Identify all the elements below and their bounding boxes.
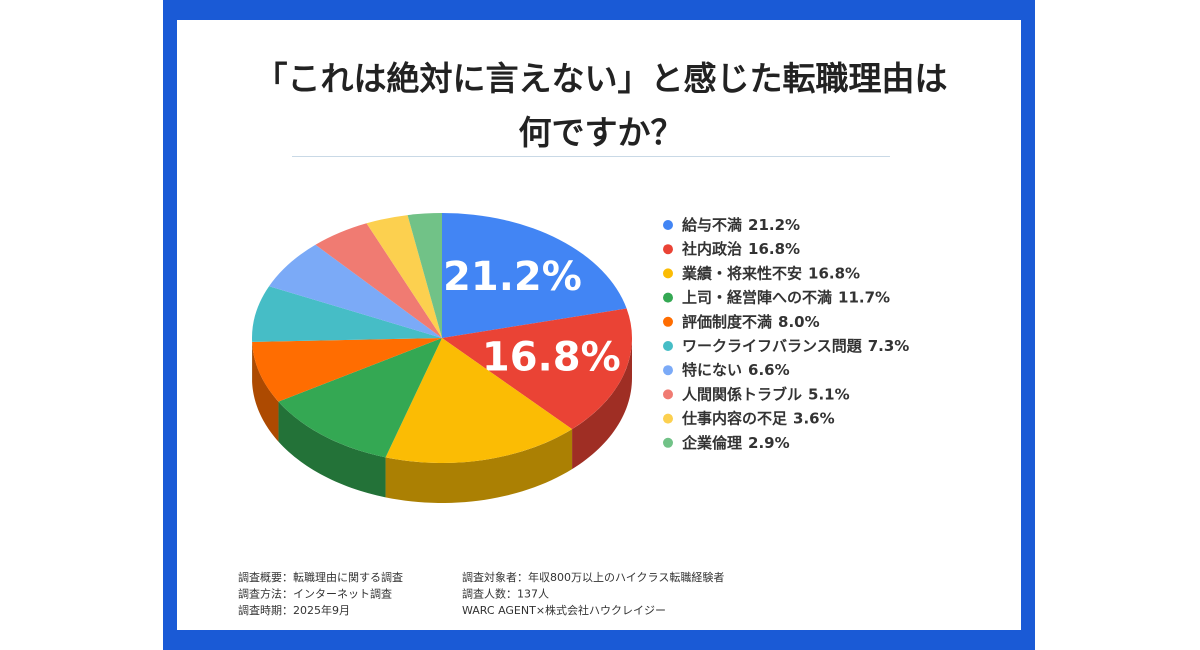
legend-label: 上司・経営陣への不満 11.7% (682, 288, 890, 306)
legend-name: 評価制度不満 (682, 312, 772, 330)
slice (407, 213, 442, 338)
legend-label: 業績・将来性不安 16.8% (681, 264, 860, 282)
legend-label: 社内政治 16.8% (681, 240, 800, 258)
slice-side (385, 429, 573, 503)
legend-value: 7.3% (868, 337, 910, 355)
legend-value: 16.8% (808, 264, 860, 282)
slice-side (252, 341, 279, 442)
legend-marker (663, 413, 673, 424)
separator (292, 156, 890, 157)
note: 調査概要：転職理由に関する調査 (238, 570, 403, 584)
note: 調査時期：2025年9月 (238, 603, 350, 617)
slice (442, 308, 632, 430)
legend-label: 評価制度不満 8.0% (682, 312, 820, 330)
legend-marker (663, 341, 673, 351)
legend-marker (663, 292, 673, 303)
slice-label: 21.2% (443, 254, 582, 300)
slice-label: 16.8% (482, 334, 621, 380)
legend-value: 8.0% (778, 312, 820, 330)
legend-marker (663, 365, 673, 376)
note: 調査人数：137人 (462, 587, 549, 601)
legend-marker (663, 244, 673, 255)
legend-name: 企業倫理 (681, 433, 742, 451)
legend-value: 11.7% (838, 288, 890, 306)
legend-value: 16.8% (748, 240, 800, 258)
slice (278, 338, 442, 458)
slice (252, 338, 442, 402)
note: WARC AGENT×株式会社ハウクレイジー (462, 603, 666, 617)
legend-label: 人間関係トラブル 5.1% (682, 385, 850, 403)
legend-marker (663, 268, 673, 279)
legend-name: ワークライフバランス問題 (682, 337, 863, 355)
legend-name: 特にない (682, 361, 742, 379)
note: 調査対象者：年収800万以上のハイクラス転職経験者 (462, 570, 724, 584)
slice-side (572, 338, 632, 470)
legend-value: 5.1% (808, 385, 850, 403)
legend-name: 給与不満 (682, 216, 742, 234)
slice (251, 286, 442, 342)
legend-value: 6.6% (748, 361, 790, 379)
legend-name: 上司・経営陣への不満 (682, 288, 832, 306)
slice (385, 338, 573, 463)
note: 調査方法：インターネット調査 (238, 587, 392, 601)
slice (366, 215, 442, 338)
legend-marker (663, 389, 673, 400)
slice (269, 244, 442, 338)
legend-value: 2.9% (748, 433, 790, 451)
chart-title: 「これは絶対に言えない」と感じた転職理由は何ですか？ (254, 59, 948, 152)
legend-label: 企業倫理 2.9% (681, 433, 790, 451)
slice-side (278, 401, 386, 498)
legend-marker (663, 437, 673, 448)
legend-marker (663, 316, 673, 327)
legend-name: 社内政治 (681, 240, 742, 258)
legend-label: 仕事内容の不足 3.6% (681, 409, 835, 427)
legend-value: 3.6% (793, 409, 835, 427)
legend-name: 人間関係トラブル (682, 385, 802, 403)
legend-label: 特にない 6.6% (682, 361, 790, 379)
legend-label: ワークライフバランス問題 7.3% (682, 337, 909, 355)
legend-name: 仕事内容の不足 (681, 409, 788, 427)
legend-value: 21.2% (748, 216, 800, 234)
legend-label: 給与不満 21.2% (682, 216, 800, 234)
slice (442, 213, 627, 338)
legend-marker (663, 220, 673, 230)
legend-name: 業績・将来性不安 (681, 264, 802, 282)
slice (315, 223, 442, 338)
